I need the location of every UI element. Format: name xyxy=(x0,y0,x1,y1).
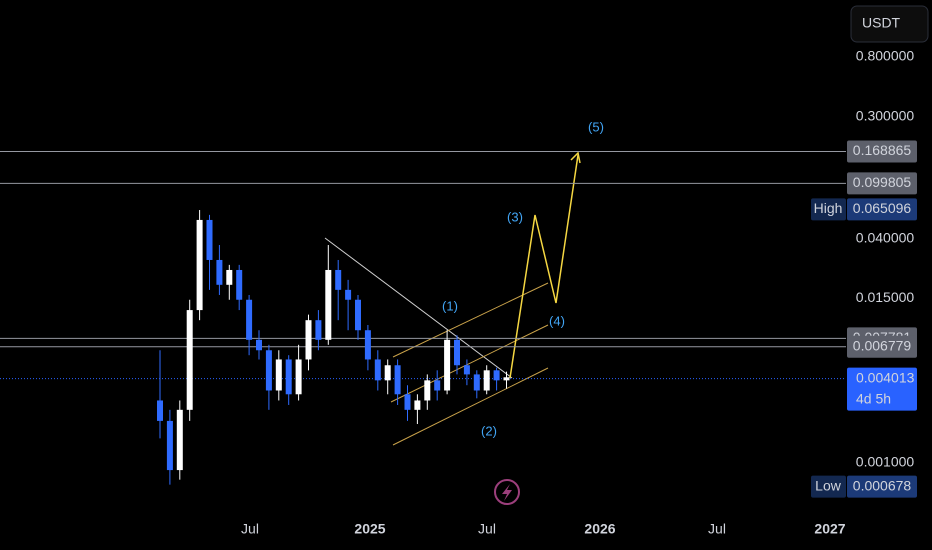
price-tick-label: 0.015000 xyxy=(856,289,915,305)
low-value: 0.000678 xyxy=(853,477,912,493)
candle-body xyxy=(256,339,262,351)
level-label: 0.006779 xyxy=(853,337,912,353)
candle-body xyxy=(226,269,233,285)
high-tag-label: High xyxy=(814,200,843,216)
candle-body xyxy=(335,269,342,290)
low-tag xyxy=(811,475,846,498)
candle-body xyxy=(454,339,460,366)
candle-body xyxy=(315,320,322,340)
time-tick-label: 2025 xyxy=(354,521,385,537)
candle-body xyxy=(246,299,253,340)
candle-body xyxy=(325,269,332,340)
wave-label: (2) xyxy=(481,423,497,438)
wave-label: (4) xyxy=(549,313,565,328)
candle-body xyxy=(196,219,203,311)
candle-body xyxy=(473,374,480,391)
time-tick-label: Jul xyxy=(708,521,726,537)
candle-body xyxy=(364,330,371,360)
time-axis: Jul 2025 Jul 2026 Jul 2027 xyxy=(241,521,846,537)
candle-body xyxy=(493,370,500,381)
candle-body xyxy=(374,359,381,381)
candle-body xyxy=(236,269,243,300)
price-tick-label: 0.300000 xyxy=(856,107,915,123)
high-badge xyxy=(847,198,917,221)
low-badge xyxy=(847,475,917,498)
candle-body xyxy=(463,365,470,375)
price-tick-label: 0.001000 xyxy=(856,454,915,470)
candle-body xyxy=(444,339,451,391)
low-tag-label: Low xyxy=(815,477,842,493)
currency-label[interactable]: USDT xyxy=(862,15,901,31)
logo xyxy=(494,479,520,505)
channel-lower xyxy=(392,367,549,446)
countdown-label: 4d 5h xyxy=(856,390,891,406)
candle-body xyxy=(186,310,193,410)
candle-body xyxy=(483,370,490,391)
candle-body xyxy=(166,420,173,471)
time-tick-label: 2027 xyxy=(814,521,845,537)
wave-label: (3) xyxy=(507,209,523,224)
level-badge xyxy=(847,335,917,358)
price-tick-label: 0.040000 xyxy=(856,230,915,246)
level-badge xyxy=(847,172,917,195)
wave-arrow xyxy=(570,151,581,164)
candle-body xyxy=(265,350,272,391)
time-tick-label: 2026 xyxy=(584,521,615,537)
level-badge xyxy=(847,140,917,163)
trend-line xyxy=(324,237,513,379)
currency-button[interactable] xyxy=(850,5,929,43)
candle-body xyxy=(216,259,223,285)
candle-body xyxy=(295,359,302,395)
candle-body xyxy=(394,365,401,395)
level-label: 0.099805 xyxy=(853,174,912,190)
drawings xyxy=(324,151,581,446)
candle-body xyxy=(414,400,421,410)
candle-body xyxy=(275,359,282,391)
wave-label: (5) xyxy=(588,119,604,134)
last-price-badge xyxy=(847,367,917,411)
time-tick-label: Jul xyxy=(241,521,259,537)
high-value: 0.065096 xyxy=(853,200,912,216)
time-tick-label: Jul xyxy=(478,521,496,537)
price-tick-label: 0.800000 xyxy=(856,48,915,64)
channel-mid xyxy=(390,324,549,403)
level-label: 0.168865 xyxy=(853,142,912,158)
wave-path xyxy=(509,154,579,379)
candle-body xyxy=(384,365,391,381)
candle-body xyxy=(305,320,312,360)
candle-body xyxy=(404,394,411,410)
candle-body xyxy=(424,380,431,401)
candle-body xyxy=(206,219,213,260)
candle-body xyxy=(355,299,361,331)
last-price-label: 0.004013 xyxy=(856,369,915,385)
candle-body xyxy=(434,380,441,391)
candle-body xyxy=(157,400,163,421)
candle-body xyxy=(345,289,352,300)
high-tag xyxy=(811,198,846,221)
candle-body xyxy=(503,377,510,381)
candle-body xyxy=(285,359,292,395)
candle-body xyxy=(176,409,183,471)
wave-label: (1) xyxy=(442,298,458,313)
